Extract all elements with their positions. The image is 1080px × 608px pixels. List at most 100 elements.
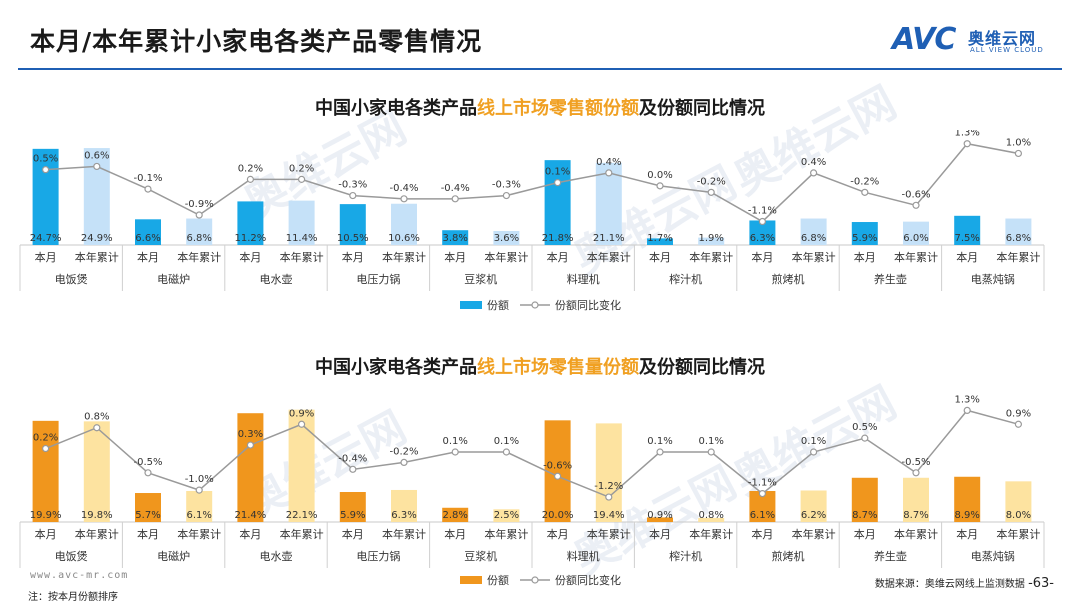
- sub-category-label: 本年累计: [280, 527, 324, 541]
- bar-year-to-date: [595, 423, 622, 522]
- yoy-change-label: 0.3%: [238, 429, 263, 440]
- bar-value-label: 1.7%: [647, 233, 672, 244]
- bar-value-label: 0.8%: [698, 510, 723, 521]
- bar-value-label: 6.6%: [135, 233, 160, 244]
- yoy-change-point: [963, 406, 971, 414]
- sub-category-label: 本年累计: [587, 527, 631, 541]
- bar-year-to-date: [391, 203, 417, 245]
- bar-value-label: 6.1%: [750, 510, 775, 521]
- category-label: 养生壶: [874, 549, 907, 563]
- legend-label-share: 份额: [487, 299, 509, 312]
- bar-month: [954, 476, 981, 522]
- yoy-change-point: [144, 185, 152, 193]
- bar-value-label: 20.0%: [542, 510, 574, 521]
- sub-category-label: 本年累计: [75, 250, 119, 264]
- sub-category-label: 本月: [137, 250, 159, 264]
- bar-value-label: 10.6%: [388, 233, 420, 244]
- chart2-title-highlight: 线上市场零售量份额: [477, 357, 639, 378]
- bar-value-label: 6.0%: [903, 233, 928, 244]
- yoy-change-label: 0.1%: [545, 167, 570, 178]
- sub-category-label: 本年累计: [996, 250, 1040, 264]
- sub-category-label: 本年累计: [177, 250, 221, 264]
- yoy-change-point: [758, 489, 767, 498]
- yoy-change-point: [195, 486, 203, 494]
- bar-year-to-date: [698, 237, 725, 245]
- bar-value-label: 1.9%: [698, 233, 723, 244]
- bar-year-to-date: [493, 230, 520, 245]
- bar-value-label: 5.9%: [852, 233, 877, 244]
- yoy-change-point: [246, 175, 254, 183]
- chart1-title-part-1: 中国小家电各类产品: [315, 98, 477, 119]
- sub-category-label: 本月: [444, 250, 466, 264]
- page-number: -63-: [1028, 576, 1054, 591]
- sub-category-label: 本月: [956, 250, 978, 264]
- bar-value-label: 21.8%: [542, 233, 574, 244]
- yoy-change-label: -1.1%: [748, 478, 777, 489]
- yoy-change-point: [400, 458, 408, 467]
- legend-marker-yoy: [531, 576, 539, 584]
- yoy-change-label: 1.3%: [954, 394, 979, 405]
- sub-category-label: 本月: [649, 527, 671, 541]
- bar-value-label: 19.9%: [30, 510, 62, 521]
- sub-category-label: 本月: [35, 527, 57, 541]
- yoy-change-point: [553, 472, 562, 480]
- bar-month: [237, 201, 264, 245]
- yoy-change-point: [605, 169, 613, 177]
- sub-category-label: 本月: [956, 527, 978, 541]
- yoy-change-point: [1014, 149, 1023, 158]
- yoy-change-point: [502, 448, 510, 456]
- yoy-change-label: 0.4%: [596, 157, 621, 168]
- bar-month: [339, 204, 366, 245]
- yoy-change-label: -0.5%: [901, 457, 930, 468]
- bar-value-label: 8.7%: [852, 510, 877, 521]
- category-label: 电水壶: [260, 549, 293, 563]
- yoy-change-point: [912, 201, 920, 209]
- yoy-change-label: 0.1%: [801, 436, 826, 447]
- yoy-change-point: [41, 166, 50, 174]
- category-label: 料理机: [567, 549, 600, 563]
- bar-value-label: 3.6%: [494, 233, 519, 244]
- yoy-change-label: -0.6%: [543, 460, 572, 471]
- bar-month: [442, 507, 469, 522]
- bar-value-label: 11.2%: [235, 233, 267, 244]
- yoy-change-label: -0.2%: [389, 446, 418, 457]
- sub-category-label: 本年累计: [75, 527, 119, 541]
- bar-value-label: 21.4%: [235, 510, 267, 521]
- yoy-change-point: [656, 448, 664, 456]
- bar-value-label: 19.4%: [593, 510, 625, 521]
- yoy-change-label: 0.9%: [1006, 408, 1031, 419]
- category-label: 电磁炉: [157, 550, 190, 563]
- yoy-change-label: -0.6%: [901, 189, 930, 200]
- sub-category-label: 本月: [751, 250, 773, 264]
- yoy-change-point: [93, 424, 101, 432]
- sub-category-label: 本年累计: [689, 250, 733, 264]
- bar-month: [647, 238, 673, 245]
- yoy-change-label: 0.1%: [494, 436, 519, 447]
- yoy-change-label: -0.3%: [338, 180, 367, 191]
- data-source: 数据来源：奥维云网线上监测数据 -63-: [874, 576, 1054, 591]
- chart2-title-part-1: 中国小家电各类产品: [315, 357, 477, 378]
- sub-category-label: 本月: [342, 250, 364, 264]
- yoy-change-label: 0.6%: [84, 150, 109, 161]
- bar-month: [135, 493, 161, 522]
- sub-category-label: 本年累计: [894, 527, 938, 541]
- yoy-change-label: -1.0%: [185, 474, 214, 485]
- bar-value-label: 6.3%: [750, 233, 775, 244]
- sub-category-label: 本年累计: [792, 527, 836, 541]
- bar-value-label: 21.1%: [593, 233, 625, 244]
- yoy-change-label: -0.3%: [492, 180, 521, 191]
- sub-category-label: 本年累计: [280, 250, 324, 264]
- logo-chinese-name: 奥维云网: [968, 29, 1037, 48]
- yoy-change-point: [502, 191, 510, 200]
- yoy-change-point: [246, 441, 254, 449]
- bar-year-to-date: [595, 162, 622, 245]
- bar-value-label: 10.5%: [337, 233, 369, 244]
- bar-value-label: 8.7%: [903, 510, 928, 521]
- yoy-change-label: -0.4%: [441, 183, 470, 194]
- yoy-change-label: -0.2%: [697, 176, 726, 187]
- yoy-change-point: [707, 188, 715, 196]
- yoy-change-point: [298, 175, 306, 183]
- yoy-change-label: 0.9%: [289, 408, 314, 419]
- bar-value-label: 6.8%: [801, 233, 826, 244]
